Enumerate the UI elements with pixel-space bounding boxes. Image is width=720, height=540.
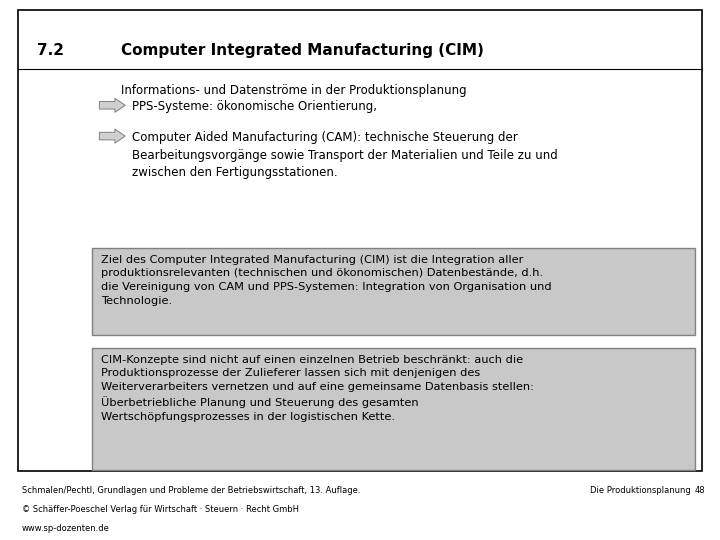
- Text: © Schäffer-Poeschel Verlag für Wirtschaft · Steuern · Recht GmbH: © Schäffer-Poeschel Verlag für Wirtschaf…: [22, 505, 299, 514]
- Text: Computer Aided Manufacturing (CAM): technische Steuerung der
Bearbeitungsvorgäng: Computer Aided Manufacturing (CAM): tech…: [132, 131, 557, 179]
- Text: PPS-Systeme: ökonomische Orientierung,: PPS-Systeme: ökonomische Orientierung,: [132, 100, 377, 113]
- Text: Informations- und Datenströme in der Produktionsplanung: Informations- und Datenströme in der Pro…: [121, 84, 467, 97]
- Text: www.sp-dozenten.de: www.sp-dozenten.de: [22, 524, 109, 533]
- Bar: [92, 248, 695, 335]
- Polygon shape: [99, 129, 125, 143]
- Bar: [92, 348, 695, 470]
- Bar: [18, 10, 702, 471]
- Text: Ziel des Computer Integrated Manufacturing (CIM) ist die Integration aller
produ: Ziel des Computer Integrated Manufacturi…: [101, 255, 552, 306]
- Polygon shape: [99, 98, 125, 112]
- Text: CIM-Konzepte sind nicht auf einen einzelnen Betrieb beschränkt: auch die
Produkt: CIM-Konzepte sind nicht auf einen einzel…: [101, 355, 534, 422]
- Text: 48: 48: [695, 486, 706, 495]
- Text: 7.2: 7.2: [37, 43, 65, 58]
- Text: Die Produktionsplanung: Die Produktionsplanung: [590, 486, 691, 495]
- Text: Schmalen/Pechtl, Grundlagen und Probleme der Betriebswirtschaft, 13. Auflage.: Schmalen/Pechtl, Grundlagen und Probleme…: [22, 486, 360, 495]
- Text: Computer Integrated Manufacturing (CIM): Computer Integrated Manufacturing (CIM): [121, 43, 484, 58]
